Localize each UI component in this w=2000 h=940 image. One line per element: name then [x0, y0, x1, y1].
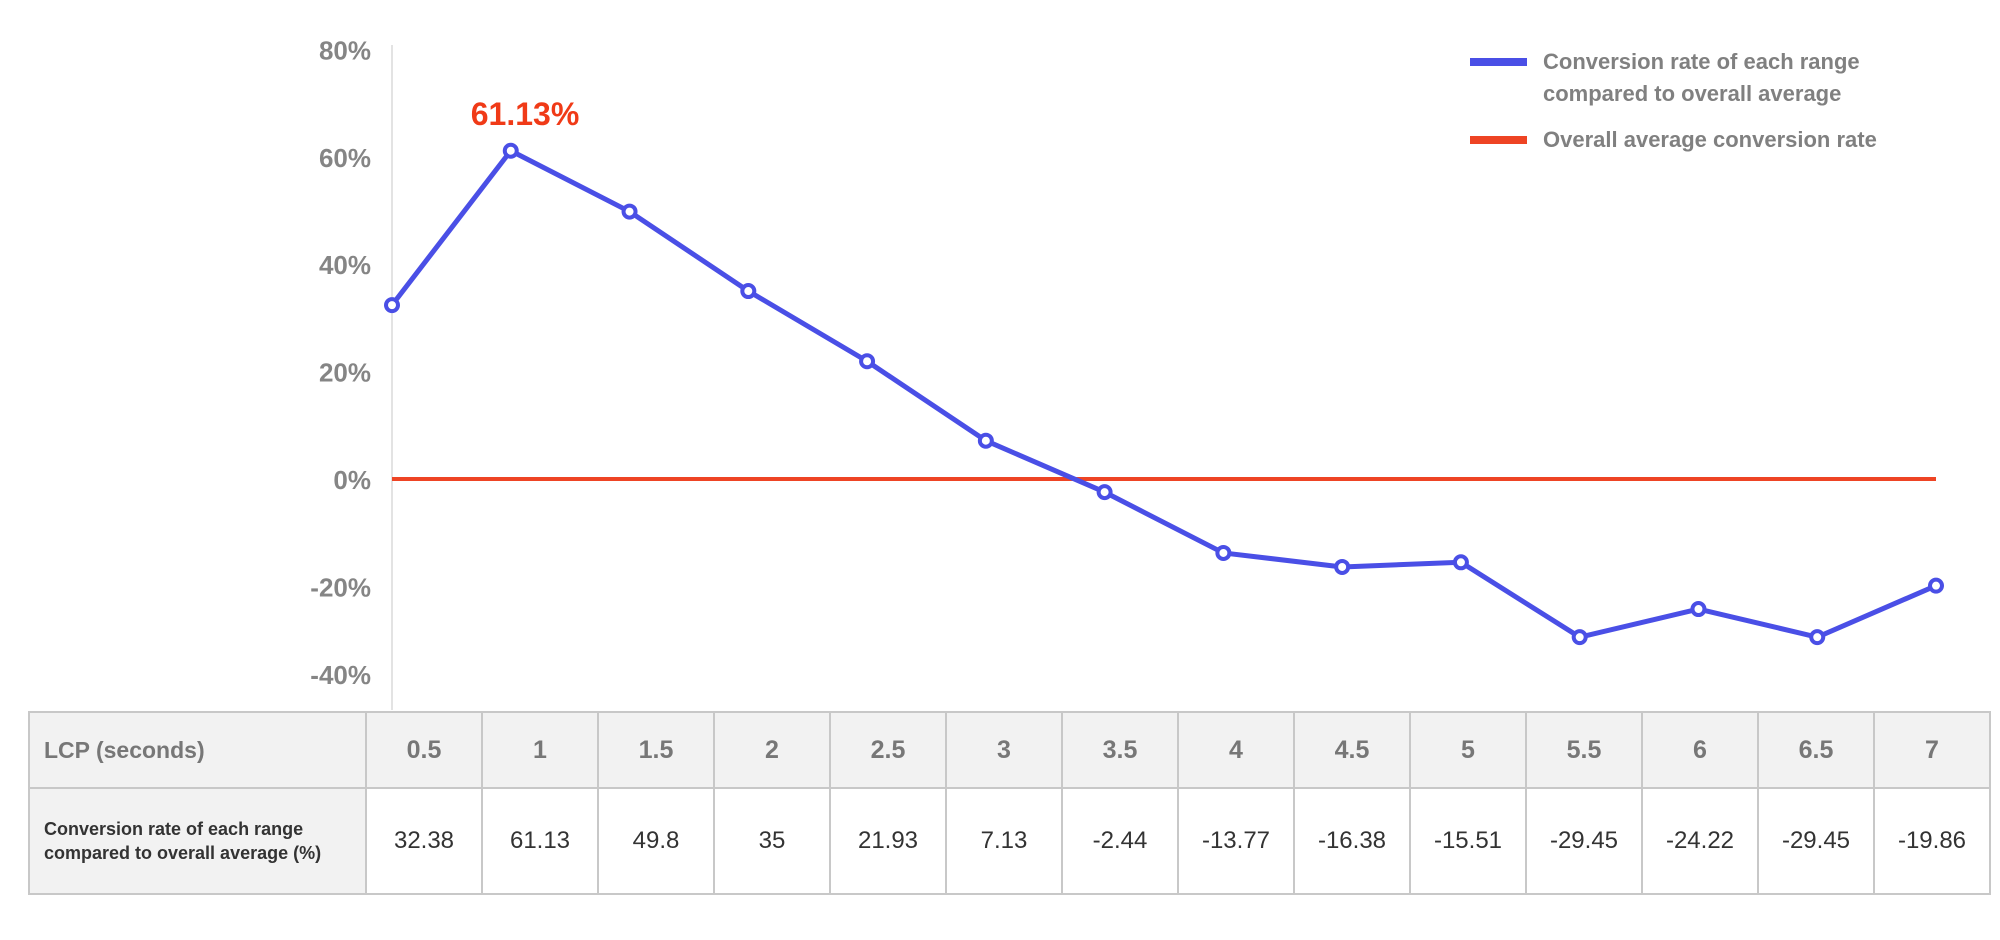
data-point [1215, 544, 1232, 561]
header-cell: 5 [1409, 711, 1527, 789]
table-values-row: Conversion rate of each range compared t… [28, 787, 1991, 895]
data-point [502, 142, 519, 159]
header-cell: 6 [1641, 711, 1759, 789]
data-point [621, 203, 638, 220]
data-point [384, 297, 400, 314]
header-cell: 6.5 [1757, 711, 1875, 789]
data-point [740, 283, 757, 300]
header-cell: 5.5 [1525, 711, 1643, 789]
data-point [1452, 554, 1469, 571]
value-cell: 49.8 [597, 787, 715, 895]
legend-swatch-blue [1470, 58, 1527, 66]
line-chart: 80% 60% 40% 20% 0% -20% -40% 61.13% [310, 35, 1944, 710]
value-cell: 21.93 [829, 787, 947, 895]
y-tick-label: 40% [319, 250, 371, 280]
data-point [977, 432, 994, 449]
value-cell: -2.44 [1061, 787, 1179, 895]
value-cell: -13.77 [1177, 787, 1295, 895]
data-point [1096, 484, 1113, 501]
header-cell: 1.5 [597, 711, 715, 789]
data-point [1334, 558, 1351, 575]
legend: Conversion rate of each range compared t… [1470, 46, 1943, 170]
data-point [1928, 577, 1944, 594]
value-cell: 7.13 [945, 787, 1063, 895]
header-cell: 4.5 [1293, 711, 1411, 789]
y-tick-label: 80% [319, 35, 371, 65]
y-tick-label: 60% [319, 143, 371, 173]
header-cell: 0.5 [365, 711, 483, 789]
value-cell: 61.13 [481, 787, 599, 895]
header-cell: 1 [481, 711, 599, 789]
data-point [1571, 629, 1588, 646]
value-cell: -19.86 [1873, 787, 1991, 895]
header-cell: 4 [1177, 711, 1295, 789]
header-cell: 3 [945, 711, 1063, 789]
legend-label: Conversion rate of each range compared t… [1543, 49, 1860, 106]
data-point [859, 353, 876, 370]
value-cell: -16.38 [1293, 787, 1411, 895]
row-label: Conversion rate of each range compared t… [28, 787, 367, 895]
value-cell: -15.51 [1409, 787, 1527, 895]
value-cell: -29.45 [1525, 787, 1643, 895]
conversion-rate-line [390, 148, 1937, 640]
header-cell: 2.5 [829, 711, 947, 789]
data-point [1690, 601, 1707, 618]
peak-annotation: 61.13% [471, 96, 580, 132]
header-cell: 7 [1873, 711, 1991, 789]
y-tick-label: -40% [310, 660, 371, 690]
y-tick-label: -20% [310, 572, 371, 602]
legend-item-overall-average: Overall average conversion rate [1470, 124, 1943, 156]
data-point [1809, 629, 1826, 646]
data-table: LCP (seconds) 0.5 1 1.5 2 2.5 3 3.5 4 4.5 5 5.5 6 6.… [28, 711, 1991, 895]
legend-swatch-red [1470, 136, 1527, 144]
y-tick-label: 0% [333, 465, 371, 495]
header-cell: 3.5 [1061, 711, 1179, 789]
value-cell: 35 [713, 787, 831, 895]
value-cell: -24.22 [1641, 787, 1759, 895]
value-cell: 32.38 [365, 787, 483, 895]
legend-item-conversion-rate: Conversion rate of each range compared t… [1470, 46, 1943, 110]
value-cell: -29.45 [1757, 787, 1875, 895]
legend-label: Overall average conversion rate [1543, 127, 1877, 152]
y-tick-label: 20% [319, 358, 371, 388]
table-header-row: LCP (seconds) 0.5 1 1.5 2 2.5 3 3.5 4 4.5 5 5.5 6 6.… [28, 711, 1991, 789]
header-label: LCP (seconds) [28, 711, 367, 789]
header-cell: 2 [713, 711, 831, 789]
